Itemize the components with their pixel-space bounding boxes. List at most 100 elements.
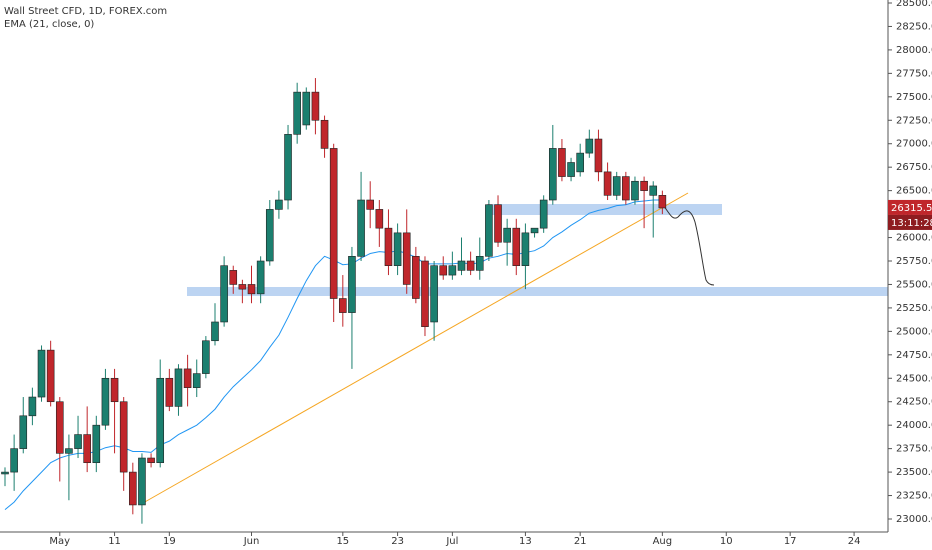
candle-body xyxy=(366,199,375,210)
candle-body xyxy=(503,227,511,243)
y-tick-label: 24500.0 xyxy=(896,373,932,384)
candle-body xyxy=(74,434,82,449)
candle-body xyxy=(585,138,594,154)
candle-body xyxy=(320,119,329,149)
y-tick-label: 25500.0 xyxy=(896,279,932,290)
x-tick-label: Aug xyxy=(653,536,673,547)
chart-title: Wall Street CFD, 1D, FOREX.com xyxy=(4,6,167,17)
candle-body xyxy=(46,349,55,403)
x-tick-label: Jun xyxy=(243,536,260,547)
y-tick-label: 23250.0 xyxy=(896,491,932,502)
candle-body xyxy=(393,232,402,266)
candle-body xyxy=(466,260,475,271)
y-tick-label: 27250.0 xyxy=(896,115,932,126)
candle-body xyxy=(439,265,448,276)
candle-body xyxy=(622,176,630,201)
candle-body xyxy=(220,265,228,323)
x-tick-label: May xyxy=(49,536,70,547)
y-tick-label: 26750.0 xyxy=(896,162,932,173)
candle-body xyxy=(265,209,274,262)
candle-body xyxy=(603,171,612,196)
x-tick-label: 24 xyxy=(848,536,861,547)
y-tick-label: 24250.0 xyxy=(896,397,932,408)
y-tick-label: 23750.0 xyxy=(896,444,932,455)
candle-body xyxy=(156,377,165,464)
y-tick-label: 28250.0 xyxy=(896,21,932,32)
price-tag xyxy=(888,199,932,215)
candle-body xyxy=(530,227,539,234)
candle-body xyxy=(129,471,137,506)
x-tick-label: 17 xyxy=(784,536,797,547)
candle-body xyxy=(293,91,301,135)
candle-body xyxy=(539,199,548,229)
x-tick-label: 21 xyxy=(574,536,587,547)
candle-body xyxy=(457,260,466,271)
candle-body xyxy=(55,401,64,454)
y-tick-label: 25750.0 xyxy=(896,256,932,267)
candle-body xyxy=(576,152,584,173)
candle-body xyxy=(83,434,91,464)
candle-body xyxy=(119,401,128,473)
x-tick-label: 13 xyxy=(519,536,532,547)
candle-body xyxy=(485,204,493,257)
candle-body xyxy=(311,91,320,121)
candle-body xyxy=(384,227,393,266)
candle-body xyxy=(28,396,37,417)
candle-body xyxy=(412,256,420,299)
candle-body xyxy=(612,176,621,196)
candle-body xyxy=(512,227,521,266)
x-tick-label: 19 xyxy=(163,536,176,547)
candle-body xyxy=(229,270,238,285)
y-tick-label: 26000.0 xyxy=(896,233,932,244)
candle-body xyxy=(65,448,73,454)
candle-body xyxy=(165,377,174,407)
candle-body xyxy=(10,448,18,473)
candle-body xyxy=(147,457,155,464)
support-zone xyxy=(187,287,888,296)
candle-body xyxy=(247,284,256,295)
candle-body xyxy=(375,209,384,229)
countdown-label: 13:11:28 xyxy=(891,218,932,229)
candle-body xyxy=(110,377,119,403)
candle-body xyxy=(594,138,603,173)
candle-body xyxy=(558,148,566,177)
candle-body xyxy=(211,321,219,342)
candle-body xyxy=(421,260,429,327)
candle-body xyxy=(649,185,658,196)
y-tick-label: 25250.0 xyxy=(896,303,932,314)
candle-body xyxy=(19,415,28,449)
candle-body xyxy=(202,340,210,374)
candle-body xyxy=(275,199,283,210)
trend-line xyxy=(142,192,689,504)
candle-body xyxy=(475,256,484,271)
candle-body xyxy=(329,148,338,299)
candle-body xyxy=(548,148,557,201)
candle-body xyxy=(357,199,365,257)
candle-body xyxy=(192,373,201,388)
candle-body xyxy=(402,232,411,285)
candle-body xyxy=(174,368,183,407)
candle-body xyxy=(183,368,192,388)
candle-body xyxy=(238,284,247,290)
candle-body xyxy=(256,260,265,295)
candle-body xyxy=(138,457,146,506)
candle-body xyxy=(1,471,9,475)
x-tick-label: Jul xyxy=(445,536,458,547)
x-tick-label: 10 xyxy=(720,536,733,547)
x-tick-label: 11 xyxy=(108,536,121,547)
candle-body xyxy=(658,195,667,209)
y-tick-label: 24750.0 xyxy=(896,350,932,361)
candle-body xyxy=(494,204,502,243)
countdown-tag xyxy=(888,214,932,230)
projection-path xyxy=(661,203,715,286)
candle-body xyxy=(640,180,648,191)
y-tick-label: 25000.0 xyxy=(896,326,932,337)
y-tick-label: 28000.0 xyxy=(896,45,932,56)
candle-body xyxy=(92,424,101,464)
candle-body xyxy=(37,349,46,398)
x-tick-label: 15 xyxy=(336,536,349,547)
legend-entry: EMA (21, close, 0) xyxy=(4,19,94,30)
candle-body xyxy=(448,265,457,276)
y-tick-label: 26500.0 xyxy=(896,186,932,197)
